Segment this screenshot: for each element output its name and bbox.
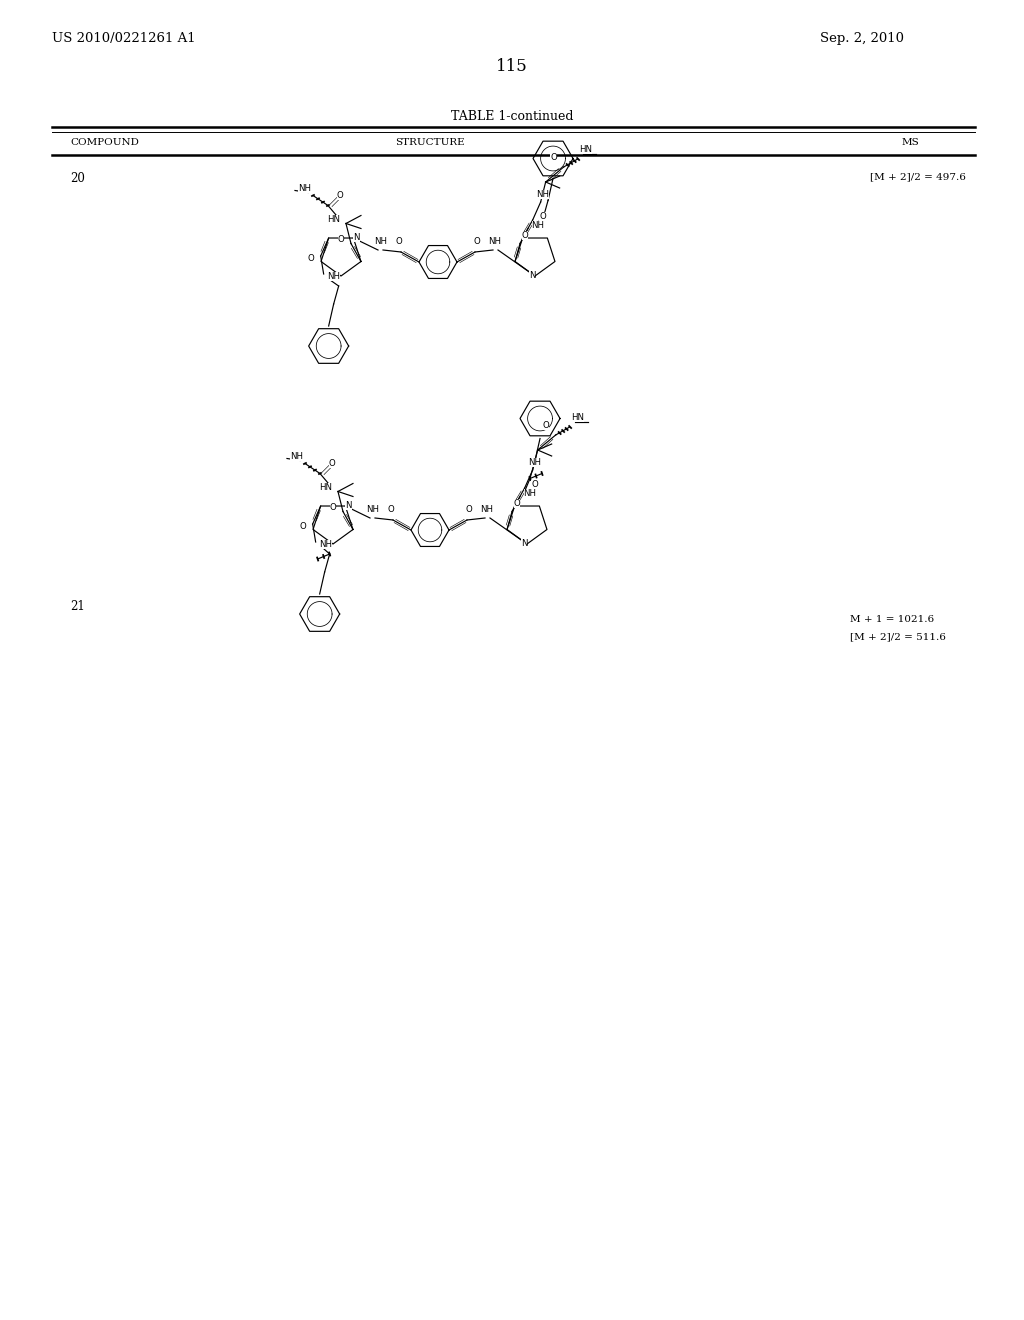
Text: O: O: [337, 191, 343, 201]
Text: O: O: [466, 506, 472, 515]
Text: US 2010/0221261 A1: US 2010/0221261 A1: [52, 32, 196, 45]
Text: M + 1 = 1021.6: M + 1 = 1021.6: [850, 615, 934, 624]
Text: NH: NH: [537, 190, 549, 198]
Text: NH: NH: [488, 236, 502, 246]
Text: HN: HN: [328, 215, 340, 224]
Text: TABLE 1-continued: TABLE 1-continued: [451, 110, 573, 123]
Text: NH: NH: [480, 504, 494, 513]
Text: N: N: [353, 232, 359, 242]
Text: O: O: [388, 506, 394, 515]
Text: O: O: [299, 521, 306, 531]
Text: MS: MS: [901, 139, 919, 147]
Text: NH: NH: [319, 540, 332, 549]
Text: NH: NH: [298, 183, 311, 193]
Text: N: N: [528, 271, 536, 280]
Text: [M + 2]/2 = 511.6: [M + 2]/2 = 511.6: [850, 632, 946, 642]
Text: O: O: [540, 211, 546, 220]
Text: NH: NH: [531, 220, 545, 230]
Text: COMPOUND: COMPOUND: [70, 139, 139, 147]
Text: 21: 21: [70, 601, 85, 612]
Text: O: O: [395, 238, 402, 247]
Text: O: O: [550, 153, 557, 161]
Text: O: O: [329, 459, 335, 469]
Text: NH: NH: [327, 272, 340, 281]
Text: 115: 115: [496, 58, 528, 75]
Text: HN: HN: [571, 413, 584, 421]
Text: [M + 2]/2 = 497.6: [M + 2]/2 = 497.6: [870, 172, 966, 181]
Text: N: N: [345, 500, 351, 510]
Text: O: O: [514, 499, 520, 508]
Text: O: O: [521, 231, 528, 240]
Text: O: O: [330, 503, 336, 512]
Text: 20: 20: [70, 172, 85, 185]
Text: HN: HN: [319, 483, 333, 492]
Text: NH: NH: [291, 451, 303, 461]
Text: O: O: [307, 253, 314, 263]
Text: NH: NH: [375, 236, 387, 246]
Text: NH: NH: [528, 458, 541, 466]
Text: O: O: [531, 479, 538, 488]
Text: NH: NH: [367, 504, 380, 513]
Text: Sep. 2, 2010: Sep. 2, 2010: [820, 32, 904, 45]
Text: O: O: [338, 235, 344, 244]
Text: O: O: [543, 421, 549, 429]
Text: HN: HN: [580, 144, 592, 153]
Text: N: N: [521, 539, 527, 548]
Text: O: O: [474, 238, 480, 247]
Text: STRUCTURE: STRUCTURE: [395, 139, 465, 147]
Text: NH: NH: [523, 488, 537, 498]
